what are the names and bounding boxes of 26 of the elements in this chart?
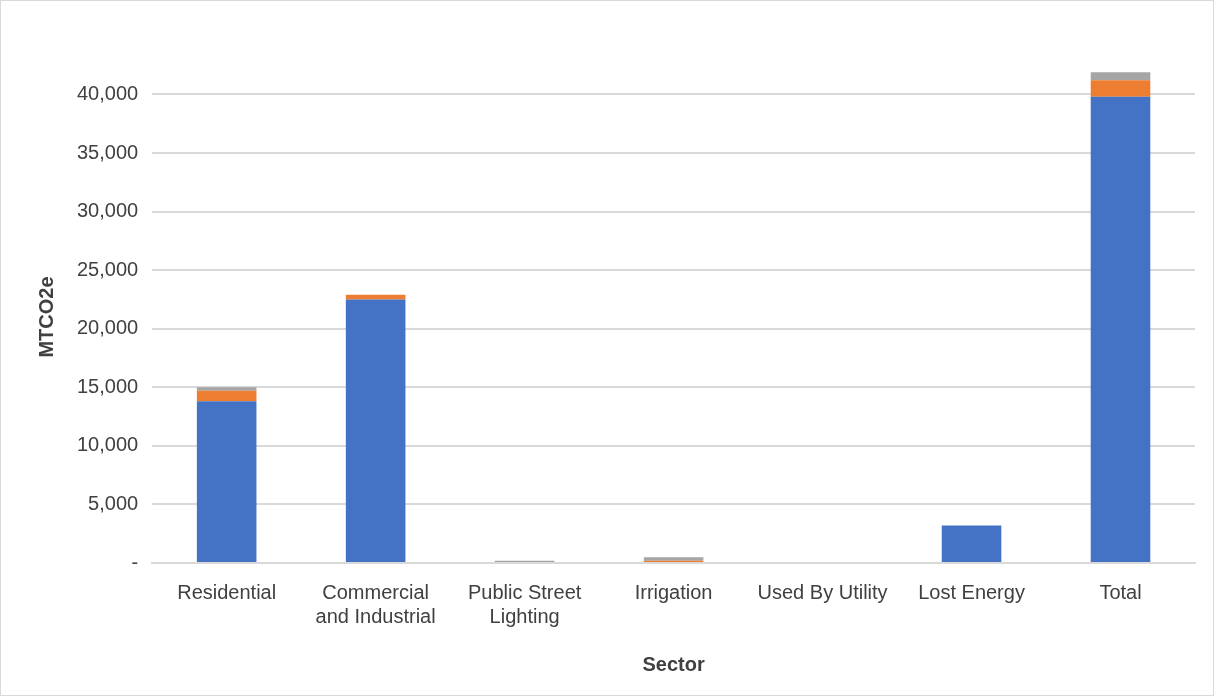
bar: [941, 525, 1002, 562]
bar: [1090, 96, 1151, 562]
y-tick-label: 25,000: [77, 257, 139, 280]
x-tick-label: Used By Utility: [757, 580, 888, 603]
x-tick-label: Public Street Lighting: [467, 580, 582, 627]
bar: [196, 390, 257, 402]
y-tick-label: 35,000: [77, 140, 139, 163]
y-axis-title: MTCO2e: [34, 276, 57, 358]
x-tick-label: Commercial and Industrial: [315, 580, 436, 627]
y-tick-label: 30,000: [77, 199, 139, 222]
bar: [345, 299, 406, 562]
x-tick-label: Total: [1099, 580, 1142, 603]
x-tick-label: Lost Energy: [918, 580, 1025, 603]
y-tick-label: 10,000: [77, 433, 139, 456]
y-tick-label: 5,000: [88, 491, 139, 514]
bar: [1090, 72, 1151, 81]
y-tick-label: 20,000: [77, 316, 139, 339]
x-tick-label: Irrigation: [634, 580, 713, 603]
x-axis-title: Sector: [642, 652, 705, 675]
bar: [1090, 80, 1151, 97]
y-tick-label: 40,000: [77, 81, 139, 104]
y-tick-label: 15,000: [77, 374, 139, 397]
y-tick-label: -: [131, 550, 139, 573]
x-tick-label: Residential: [177, 580, 277, 603]
bar: [196, 387, 257, 391]
bar: [196, 401, 257, 562]
